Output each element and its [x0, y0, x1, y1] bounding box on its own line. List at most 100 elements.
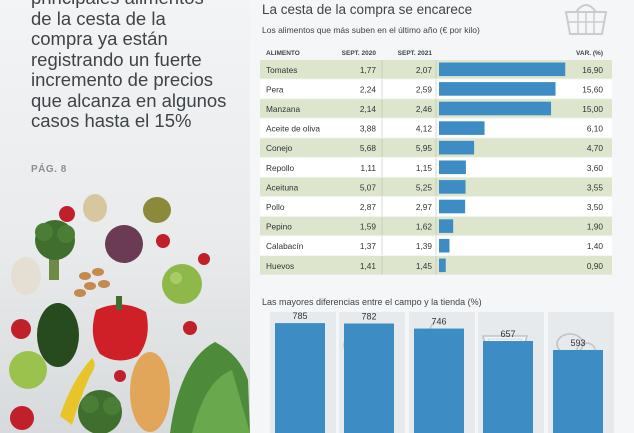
- variation-bar: [439, 238, 450, 253]
- cell-sep2021: 2,46: [416, 104, 433, 114]
- cell-item: Pollo: [266, 202, 285, 212]
- cell-item: Repollo: [266, 163, 295, 173]
- cell-item: Pera: [266, 84, 284, 94]
- variation-bar: [439, 82, 556, 96]
- cell-sep2021: 2,07: [416, 65, 433, 75]
- almonds-icon: [74, 268, 110, 297]
- cell-variation: 15,60: [582, 84, 603, 94]
- difference-bar-chart: 785 782 746 657 593: [270, 312, 614, 433]
- cell-sep2020: 2,14: [360, 104, 377, 114]
- cell-sep2020: 5,07: [360, 182, 377, 192]
- cell-item: Manzana: [266, 104, 301, 114]
- cell-variation: 1,40: [587, 241, 604, 251]
- shopping-basket-icon: [564, 4, 608, 35]
- red-pepper-icon: [92, 304, 148, 361]
- headline-line: casos hasta el 15%: [31, 110, 192, 131]
- cell-item: Calabacín: [266, 241, 304, 251]
- variation-bar: [439, 258, 446, 273]
- cell-variation: 15,00: [582, 104, 603, 114]
- table-row: Calabacín 1,37 1,39 1,40: [260, 236, 612, 255]
- variation-bar: [439, 101, 552, 116]
- variation-bar: [439, 160, 466, 175]
- green-apple-icon: [162, 264, 202, 304]
- cell-sep2021: 4,12: [416, 124, 433, 134]
- headline-line: principales alimentos: [31, 0, 246, 9]
- variation-bar: [439, 140, 475, 155]
- spice-pile-icon: [83, 194, 107, 222]
- cell-item: Conejo: [266, 143, 293, 153]
- table-row: Pollo 2,87 2,97 3,50: [260, 197, 612, 216]
- chart-subtitle: Los alimentos que más suben en el último…: [262, 25, 480, 35]
- difference-bar: [275, 323, 325, 433]
- table-row: Pepino 1,59 1,62 1,90: [260, 216, 612, 236]
- headline: principales alimentos de la cesta de la …: [31, 0, 246, 132]
- table-body: Tomates 1,77 2,07 16,90 Pera 2,24 2,59 15,60 Man…: [260, 60, 612, 275]
- cell-variation: 4,70: [587, 143, 604, 153]
- cell-item: Tomates: [266, 65, 297, 75]
- cell-variation: 6,10: [587, 124, 604, 134]
- bar-value-label: 785: [292, 312, 307, 321]
- table-row: Manzana 2,14 2,46 15,00: [260, 99, 612, 118]
- column-header: SEPT. 2021: [398, 50, 433, 57]
- cell-sep2020: 2,24: [360, 84, 377, 94]
- column-header: VAR. (%): [576, 50, 603, 57]
- cover-left-panel: principales alimentos de la cesta de la …: [0, 0, 250, 433]
- cherry-tomato-icon: [198, 253, 210, 265]
- table-row: Conejo 5,68 5,95 4,70: [260, 138, 612, 157]
- cherry-tomato-icon: [114, 370, 126, 382]
- avocado-icon: [37, 303, 79, 367]
- cell-sep2020: 5,68: [360, 143, 377, 153]
- difference-bar: [414, 328, 464, 433]
- cell-item: Huevos: [266, 261, 294, 271]
- cell-sep2021: 2,97: [416, 202, 433, 212]
- tomato-icon: [10, 406, 34, 430]
- variation-bar: [439, 121, 485, 135]
- headline-line: registrando un fuerte: [31, 48, 202, 70]
- table-row: Aceituna 5,07 5,25 3,55: [260, 177, 612, 197]
- cherry-tomato-icon: [11, 319, 31, 339]
- cell-sep2020: 1,37: [360, 241, 377, 251]
- bar-value-label: 593: [570, 338, 585, 348]
- variation-bar: [439, 199, 466, 214]
- vegetables-illustration: [9, 194, 250, 433]
- green-apple-icon: [9, 351, 47, 389]
- cell-sep2021: 1,62: [416, 222, 433, 232]
- headline-line: que alcanza en algunos: [31, 89, 227, 111]
- table-row: Pera 2,24 2,59 15,60: [260, 79, 612, 99]
- difference-bar: [483, 341, 533, 433]
- cell-sep2020: 1,77: [360, 65, 377, 75]
- cell-variation: 0,90: [587, 261, 604, 271]
- cell-item: Aceite de oliva: [266, 124, 320, 134]
- garlic-icon: [11, 257, 41, 295]
- herb-pile-icon: [143, 197, 171, 223]
- page-reference: PÁG. 8: [31, 164, 67, 175]
- headline-line: incremento de precios: [31, 69, 214, 90]
- difference-bar: [344, 323, 394, 433]
- bread-icon: [130, 352, 170, 432]
- cell-variation: 1,90: [587, 222, 604, 232]
- cell-variation: 3,55: [587, 182, 604, 192]
- cell-sep2021: 1,39: [416, 241, 433, 251]
- column-header: SEPT. 2020: [342, 50, 377, 57]
- cell-sep2021: 1,15: [416, 163, 433, 173]
- variation-bar: [439, 180, 466, 194]
- bar-value-label: 746: [431, 317, 446, 327]
- cell-sep2020: 3,88: [360, 124, 377, 134]
- cell-sep2020: 2,87: [360, 202, 377, 212]
- headline-line: compra ya están: [31, 28, 168, 49]
- chart-title: La cesta de la compra se encarece: [262, 2, 473, 17]
- cell-sep2021: 2,59: [416, 84, 433, 94]
- banana-icon: [60, 358, 95, 425]
- bar-value-label: 657: [500, 329, 515, 339]
- variation-bar: [439, 62, 566, 77]
- column-header: ALIMENTO: [266, 50, 300, 57]
- cell-variation: 16,90: [582, 65, 603, 75]
- cell-sep2020: 1,11: [360, 163, 376, 173]
- table-row: Aceite de oliva 3,88 4,12 6,10: [260, 118, 612, 138]
- price-table: ALIMENTO SEPT. 2020 SEPT. 2021 VAR. (%) …: [260, 50, 612, 275]
- cell-variation: 3,50: [587, 202, 604, 212]
- table-row: Repollo 1,11 1,15 3,60: [260, 158, 612, 177]
- difference-bar: [553, 349, 603, 433]
- bar-value-label: 782: [361, 312, 376, 322]
- bars: 785 782 746 657 593: [275, 312, 603, 433]
